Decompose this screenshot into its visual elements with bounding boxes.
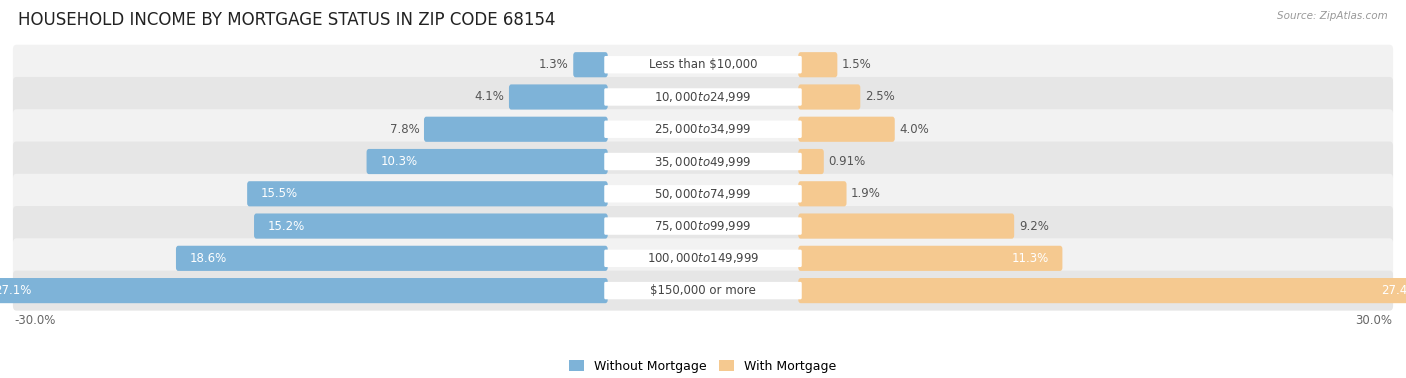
FancyBboxPatch shape — [13, 238, 1393, 278]
FancyBboxPatch shape — [605, 153, 801, 170]
FancyBboxPatch shape — [13, 77, 1393, 117]
Text: 1.3%: 1.3% — [538, 58, 568, 71]
Text: $75,000 to $99,999: $75,000 to $99,999 — [654, 219, 752, 233]
Text: 7.8%: 7.8% — [389, 123, 419, 136]
Text: 1.5%: 1.5% — [842, 58, 872, 71]
FancyBboxPatch shape — [367, 149, 607, 174]
FancyBboxPatch shape — [799, 246, 1063, 271]
Text: 27.1%: 27.1% — [0, 284, 32, 297]
FancyBboxPatch shape — [605, 121, 801, 138]
FancyBboxPatch shape — [13, 141, 1393, 181]
Text: 30.0%: 30.0% — [1355, 314, 1392, 327]
FancyBboxPatch shape — [13, 109, 1393, 149]
Legend: Without Mortgage, With Mortgage: Without Mortgage, With Mortgage — [564, 355, 842, 378]
Text: $100,000 to $149,999: $100,000 to $149,999 — [647, 251, 759, 265]
Text: $150,000 or more: $150,000 or more — [650, 284, 756, 297]
FancyBboxPatch shape — [799, 149, 824, 174]
FancyBboxPatch shape — [13, 174, 1393, 214]
FancyBboxPatch shape — [605, 185, 801, 203]
Text: $10,000 to $24,999: $10,000 to $24,999 — [654, 90, 752, 104]
FancyBboxPatch shape — [605, 56, 801, 73]
FancyBboxPatch shape — [799, 52, 838, 77]
FancyBboxPatch shape — [799, 181, 846, 206]
FancyBboxPatch shape — [799, 117, 894, 142]
Text: 1.9%: 1.9% — [851, 187, 882, 200]
FancyBboxPatch shape — [605, 88, 801, 106]
Text: 10.3%: 10.3% — [381, 155, 418, 168]
Text: $25,000 to $34,999: $25,000 to $34,999 — [654, 122, 752, 136]
Text: 4.0%: 4.0% — [900, 123, 929, 136]
FancyBboxPatch shape — [605, 282, 801, 299]
Text: 2.5%: 2.5% — [865, 90, 894, 104]
FancyBboxPatch shape — [13, 45, 1393, 85]
FancyBboxPatch shape — [574, 52, 607, 77]
FancyBboxPatch shape — [13, 206, 1393, 246]
FancyBboxPatch shape — [799, 278, 1406, 303]
Text: Source: ZipAtlas.com: Source: ZipAtlas.com — [1277, 11, 1388, 21]
FancyBboxPatch shape — [247, 181, 607, 206]
FancyBboxPatch shape — [0, 278, 607, 303]
FancyBboxPatch shape — [254, 214, 607, 239]
FancyBboxPatch shape — [605, 217, 801, 235]
FancyBboxPatch shape — [799, 214, 1014, 239]
Text: 15.5%: 15.5% — [262, 187, 298, 200]
Text: 0.91%: 0.91% — [828, 155, 866, 168]
Text: -30.0%: -30.0% — [14, 314, 55, 327]
Text: 18.6%: 18.6% — [190, 252, 226, 265]
FancyBboxPatch shape — [605, 249, 801, 267]
Text: $35,000 to $49,999: $35,000 to $49,999 — [654, 155, 752, 169]
Text: HOUSEHOLD INCOME BY MORTGAGE STATUS IN ZIP CODE 68154: HOUSEHOLD INCOME BY MORTGAGE STATUS IN Z… — [18, 11, 555, 29]
FancyBboxPatch shape — [176, 246, 607, 271]
Text: Less than $10,000: Less than $10,000 — [648, 58, 758, 71]
Text: $50,000 to $74,999: $50,000 to $74,999 — [654, 187, 752, 201]
Text: 9.2%: 9.2% — [1019, 220, 1049, 232]
FancyBboxPatch shape — [13, 271, 1393, 311]
FancyBboxPatch shape — [425, 117, 607, 142]
Text: 27.4%: 27.4% — [1381, 284, 1406, 297]
Text: 11.3%: 11.3% — [1011, 252, 1049, 265]
Text: 4.1%: 4.1% — [474, 90, 505, 104]
FancyBboxPatch shape — [799, 84, 860, 110]
FancyBboxPatch shape — [509, 84, 607, 110]
Text: 15.2%: 15.2% — [267, 220, 305, 232]
